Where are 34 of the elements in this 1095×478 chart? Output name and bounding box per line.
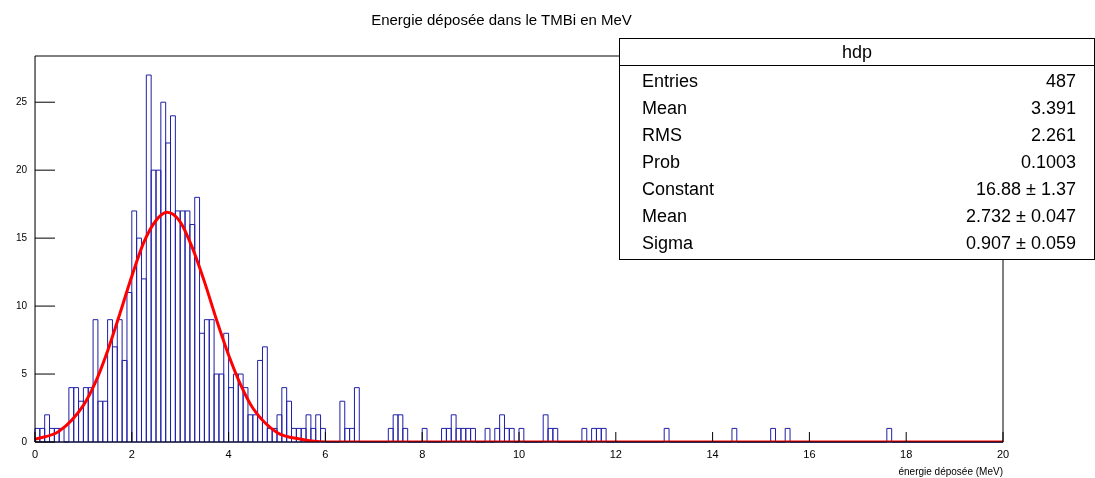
x-tick-label: 10 (512, 447, 526, 460)
text: 3.391 (1030, 97, 1076, 120)
x-tick-label: 18 (900, 447, 913, 460)
x-tick-label: 0 (31, 447, 39, 460)
annotation: RMS (642, 124, 682, 147)
annotation: 2.732 ± 0.047 (966, 205, 1076, 228)
y-tick-label: 25 (15, 95, 28, 107)
annotation: 0.907 ± 0.059 (966, 232, 1076, 255)
y-tick-label: 20 (15, 163, 28, 175)
x-tick-label: 16 (803, 447, 816, 460)
y-tick-label: 10 (15, 299, 28, 311)
x-tick-label: 12 (609, 447, 622, 460)
annotation: hdp (620, 39, 1094, 66)
annotation: Prob (642, 151, 681, 174)
annotation: Mean (642, 205, 688, 228)
x-axis-title: énergie déposée (MeV) (898, 465, 1003, 477)
y-tick-label: 5 (21, 367, 28, 379)
annotation: Sigma (642, 232, 694, 255)
annotation: 16.88 ± 1.37 (976, 178, 1076, 201)
text: 2.261 (1030, 124, 1076, 147)
y-tick-label: 0 (21, 435, 28, 447)
chart-title: Energie déposée dans le TMBi en MeV (371, 11, 632, 29)
x-tick-label: 8 (419, 447, 426, 460)
y-tick-label: 15 (15, 231, 28, 243)
x-tick-label: 14 (706, 447, 719, 460)
x-tick-label: 6 (322, 447, 329, 460)
annotation: Constant (642, 178, 715, 201)
text: 0.1003 (1020, 151, 1076, 174)
annotation: Entries (642, 70, 699, 93)
text: 487 (1045, 70, 1076, 93)
x-tick-label: 20 (996, 447, 1010, 460)
annotation: Mean (642, 97, 688, 120)
x-tick-label: 4 (225, 447, 232, 460)
x-tick-label: 2 (128, 447, 135, 460)
